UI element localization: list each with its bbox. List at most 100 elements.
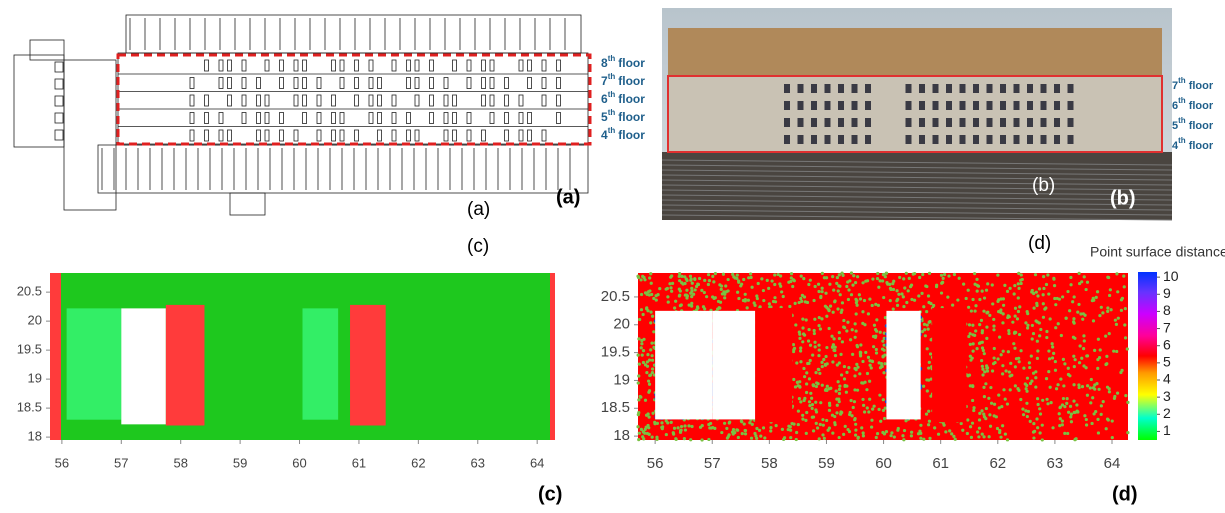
point — [799, 274, 803, 278]
point — [822, 436, 826, 440]
point — [817, 348, 821, 352]
point — [1115, 391, 1120, 395]
window — [227, 77, 232, 89]
floor-suffix: th — [1178, 116, 1186, 125]
window — [354, 59, 359, 72]
point — [666, 295, 670, 299]
point — [1058, 423, 1062, 428]
point — [1072, 354, 1076, 358]
floor-label: 7th floor — [1172, 76, 1214, 92]
point — [1031, 331, 1036, 336]
point — [742, 422, 746, 426]
window — [54, 112, 64, 124]
point — [952, 434, 956, 438]
point — [1024, 321, 1028, 325]
point — [1038, 412, 1043, 416]
point — [881, 430, 885, 435]
point — [992, 317, 996, 322]
point — [812, 331, 816, 336]
window — [973, 101, 979, 110]
point — [804, 390, 809, 395]
point — [904, 271, 908, 275]
point — [820, 286, 824, 290]
point — [839, 352, 843, 356]
window — [354, 129, 359, 142]
window — [452, 112, 457, 124]
point — [1076, 410, 1080, 414]
point — [1114, 322, 1119, 326]
window — [218, 59, 224, 72]
x-tick-label: 60 — [292, 455, 306, 470]
point — [929, 394, 933, 398]
point — [896, 426, 900, 431]
point — [1063, 431, 1067, 435]
point — [678, 304, 683, 308]
point — [1077, 302, 1081, 307]
point — [1016, 282, 1020, 286]
point — [889, 434, 893, 438]
point — [1017, 332, 1022, 337]
point — [870, 425, 874, 429]
window — [824, 118, 831, 127]
point — [1112, 396, 1117, 401]
point — [653, 422, 657, 426]
point — [1106, 309, 1110, 314]
point — [1061, 396, 1066, 401]
point — [1072, 399, 1076, 403]
point — [870, 303, 874, 308]
x-tick-label: 64 — [530, 455, 544, 470]
point — [902, 277, 906, 281]
point — [987, 435, 991, 439]
point — [859, 351, 863, 355]
window — [556, 77, 561, 89]
window — [481, 77, 486, 89]
point — [1104, 334, 1108, 338]
point — [736, 279, 741, 283]
point — [1049, 401, 1053, 405]
floor-label: 5th floor — [601, 108, 645, 124]
point — [756, 281, 760, 286]
point — [1123, 307, 1127, 311]
window — [481, 94, 486, 107]
point — [725, 426, 729, 431]
point — [1054, 387, 1059, 391]
point — [753, 431, 757, 436]
window — [1040, 101, 1047, 110]
point — [928, 352, 933, 356]
point — [1024, 409, 1028, 413]
point — [842, 377, 847, 381]
point — [755, 426, 759, 431]
window — [527, 112, 532, 124]
window — [1027, 84, 1033, 93]
point — [1107, 332, 1111, 336]
colorbar-tick-label: 4 — [1163, 371, 1171, 387]
floor-suffix: th — [1178, 76, 1186, 85]
window — [406, 59, 411, 72]
point — [1081, 317, 1085, 321]
window — [293, 59, 299, 72]
window — [1000, 101, 1006, 110]
point — [803, 375, 807, 379]
point — [718, 300, 723, 304]
point — [976, 430, 980, 434]
floor-label: 4th floor — [601, 126, 645, 142]
point — [1006, 350, 1010, 354]
point — [1046, 402, 1050, 406]
point — [842, 325, 846, 329]
point — [872, 323, 877, 327]
point — [866, 355, 871, 359]
point — [971, 323, 975, 327]
point — [857, 293, 861, 297]
opening — [712, 310, 756, 420]
x-tick-label: 63 — [471, 455, 485, 470]
point — [645, 370, 649, 375]
point — [1058, 406, 1062, 410]
point — [971, 342, 975, 346]
point — [845, 329, 849, 333]
point — [803, 300, 807, 304]
point — [1091, 319, 1096, 323]
edge-strip — [50, 273, 61, 440]
photo-timber-floors — [668, 28, 1162, 78]
point — [974, 329, 978, 333]
point — [877, 407, 881, 411]
